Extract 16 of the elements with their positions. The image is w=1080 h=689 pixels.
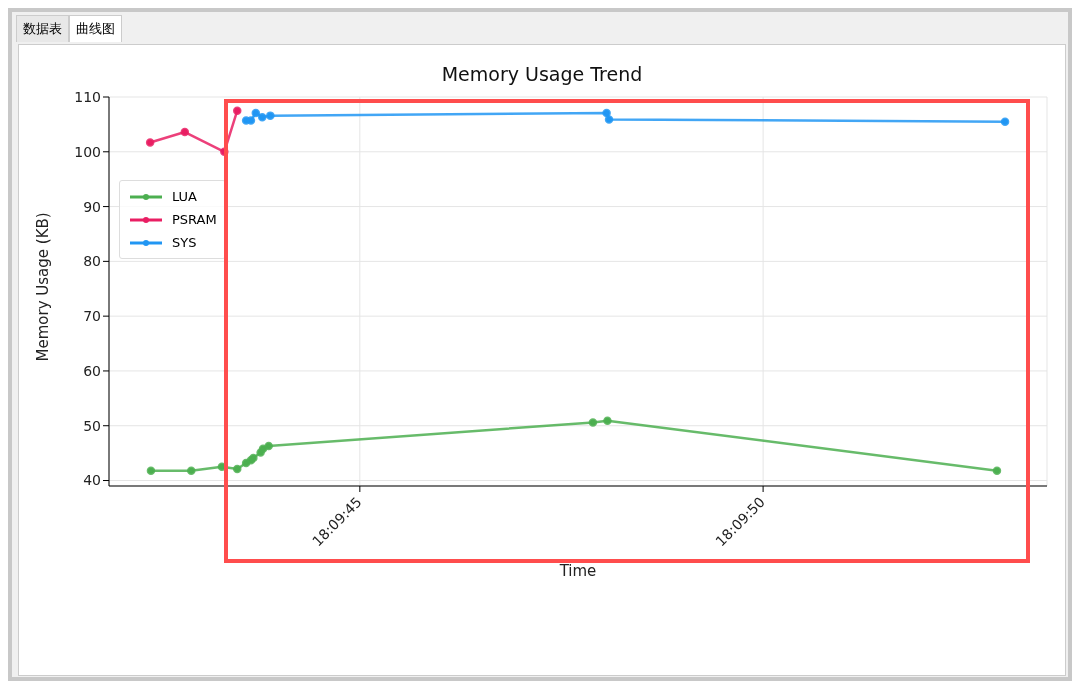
legend-label: PSRAM [172,212,217,227]
y-tick-label: 70 [83,308,101,325]
y-tick-label: 110 [74,88,101,105]
y-axis-title: Memory Usage (KB) [34,212,53,362]
y-tick-label: 80 [83,253,101,270]
legend-label: SYS [172,235,197,250]
y-tick-label: 90 [83,198,101,215]
y-tick-label: 40 [83,472,101,489]
text: 数据表 [16,15,69,42]
text: 曲线图 [69,15,122,42]
chart-title: Memory Usage Trend [440,63,644,85]
x-axis-title: Time [558,562,597,580]
y-tick-label: 100 [74,143,101,160]
y-tick-label: 60 [83,362,101,379]
y-tick-label: 50 [83,417,101,434]
legend-label: LUA [172,189,198,204]
